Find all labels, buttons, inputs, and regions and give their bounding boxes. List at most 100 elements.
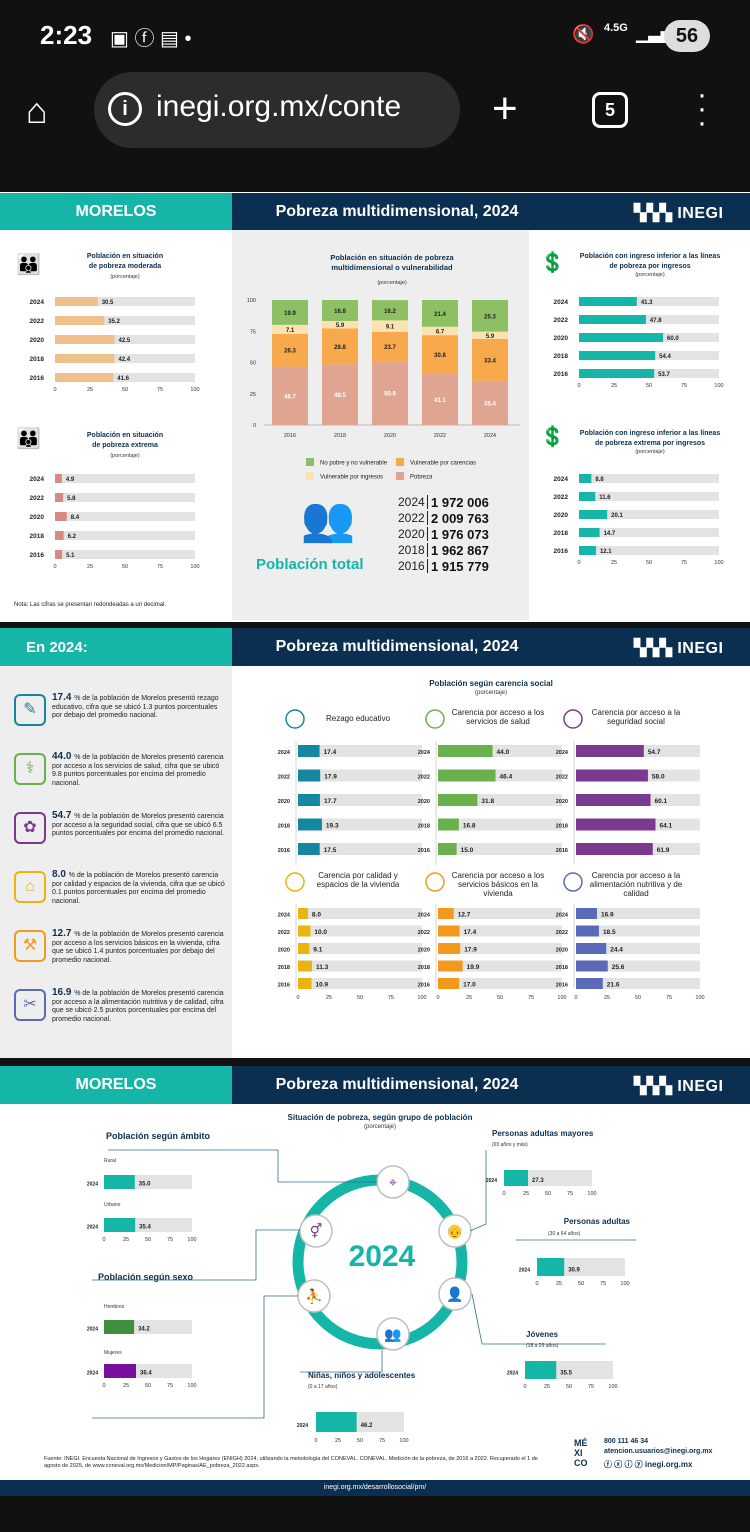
category-label: 2020 <box>30 337 45 344</box>
new-tab-icon[interactable]: + <box>492 84 518 133</box>
inegi-logo: ▚▚▚ INEGI <box>634 205 724 222</box>
category-label: 2022 <box>278 775 290 781</box>
bar <box>438 769 496 782</box>
group-subtitle: (30 a 64 años) <box>548 1231 581 1237</box>
social-icons[interactable]: ⓕ ⓧ ⓘ ⓨ <box>604 1460 645 1469</box>
bar <box>55 316 105 325</box>
info-icon[interactable]: i <box>108 92 142 126</box>
tick-label: 25 <box>87 387 93 393</box>
bar <box>55 297 98 306</box>
tick-label: 50 <box>122 387 128 393</box>
summary-text: 12.7 % de la población de Morelos presen… <box>52 928 226 965</box>
bar-track <box>438 943 562 954</box>
bar <box>438 978 460 989</box>
bar <box>104 1175 135 1189</box>
address-bar[interactable]: i inegi.org.mx/conte <box>94 72 460 148</box>
tick-label: 100 <box>247 298 256 304</box>
category-label: 2024 <box>486 1178 497 1184</box>
category-label: 2024 <box>418 750 431 756</box>
stacked-bar <box>372 361 408 425</box>
bar <box>104 1218 136 1232</box>
chart-title: alimentación nutritiva y de <box>590 880 683 889</box>
summary-percent: 12.7 <box>52 928 75 939</box>
bar <box>579 510 608 519</box>
url-text[interactable]: inegi.org.mx/conte <box>156 90 402 123</box>
tick-label: 50 <box>145 1383 151 1389</box>
data-label: 41.1 <box>434 398 446 404</box>
social-links[interactable]: ⓕ ⓧ ⓘ ⓨ inegi.org.mx <box>604 1459 692 1470</box>
group-label: Hombres <box>104 1304 125 1310</box>
bar-track <box>576 908 700 919</box>
tick-label: 25 <box>556 1281 562 1287</box>
adults-icon <box>438 1277 472 1311</box>
data-label: 16.8 <box>334 309 346 315</box>
legend-label: Vulnerable por carencias <box>410 461 476 467</box>
bar-track <box>298 818 422 831</box>
tick-label: 50 <box>566 1384 572 1390</box>
bar <box>55 531 64 540</box>
category-label: 2018 <box>278 965 290 971</box>
youth-icon <box>376 1317 410 1351</box>
tick-label: 100 <box>187 1383 196 1389</box>
chart-title: de pobreza por ingresos <box>609 263 690 270</box>
data-label: 12.7 <box>458 911 471 918</box>
bar <box>298 960 313 972</box>
category-label: 2022 <box>278 930 290 936</box>
data-label: 16.2 <box>384 309 396 315</box>
data-label: 10.9 <box>316 981 329 988</box>
category-label: 2024 <box>418 912 431 918</box>
data-label: 41.6 <box>117 376 129 382</box>
data-label: 5.9 <box>486 334 495 340</box>
tick-label: 100 <box>417 995 426 1001</box>
data-label: 21.6 <box>607 981 620 988</box>
category-label: 2024 <box>278 912 291 918</box>
tick-label: 75 <box>588 1384 594 1390</box>
bar-track <box>298 978 422 989</box>
browser-toolbar: ⌂ i inegi.org.mx/conte + 5 · · · <box>0 72 750 162</box>
data-label: 18.5 <box>603 929 616 936</box>
bar-track <box>55 474 195 483</box>
chart-title: Carencia por acceso a los <box>452 708 545 717</box>
summary-percent: 17.4 <box>52 692 75 703</box>
web-link[interactable]: inegi.org.mx <box>644 1460 693 1469</box>
stacked-bar <box>422 335 458 374</box>
data-label: 9.1 <box>386 325 395 331</box>
data-label: 34.2 <box>138 1327 150 1333</box>
category-label: 2024 <box>556 750 569 756</box>
bar <box>438 818 459 831</box>
menu-icon[interactable]: · · · <box>697 78 707 139</box>
connector-line <box>471 1293 606 1345</box>
bar <box>576 769 648 782</box>
tick-label: 75 <box>681 560 687 566</box>
category-label: 2016 <box>278 848 290 854</box>
category-label: 2024 <box>30 299 45 306</box>
stacked-bar <box>322 328 358 365</box>
population-list: 2024 1 972 006 2022 2 009 763 2020 1 976 073 2… <box>398 494 528 574</box>
center-year: 2024 <box>348 1240 416 1273</box>
social-security-icon <box>563 709 583 729</box>
bar-track <box>579 297 719 306</box>
data-label: 15.0 <box>461 847 474 854</box>
footer-link[interactable]: inegi.org.mx/desarrollosocial/pm/ <box>0 1480 750 1496</box>
stacked-bar <box>472 300 508 332</box>
stacked-bar <box>472 380 508 425</box>
group-subtitle: (0 a 17 años) <box>308 1384 338 1390</box>
email[interactable]: atencion.usuarios@inegi.org.mx <box>604 1448 713 1455</box>
summary-text: 44.0 % de la población de Morelos presen… <box>52 752 226 788</box>
category-label: 2020 <box>554 512 569 519</box>
section3-chart-subtitle: (porcentaje) <box>363 1124 396 1130</box>
tick-label: 75 <box>157 387 163 393</box>
population-icon: 👥 <box>300 495 356 544</box>
bar <box>298 818 322 831</box>
population-value: 1 915 779 <box>431 558 489 574</box>
bar-track <box>55 354 195 363</box>
basic-services-icon <box>425 872 445 892</box>
tabs-button[interactable]: 5 <box>592 92 628 128</box>
people-icon: 👪 <box>16 254 41 276</box>
tick-label: 0 <box>102 1383 105 1389</box>
tick-label: 100 <box>695 995 704 1001</box>
data-label: 42.5 <box>119 338 131 344</box>
population-year: 2020 <box>398 527 428 541</box>
home-icon[interactable]: ⌂ <box>26 90 48 131</box>
summary-description: % de la población de Morelos presentó ca… <box>52 990 224 1023</box>
